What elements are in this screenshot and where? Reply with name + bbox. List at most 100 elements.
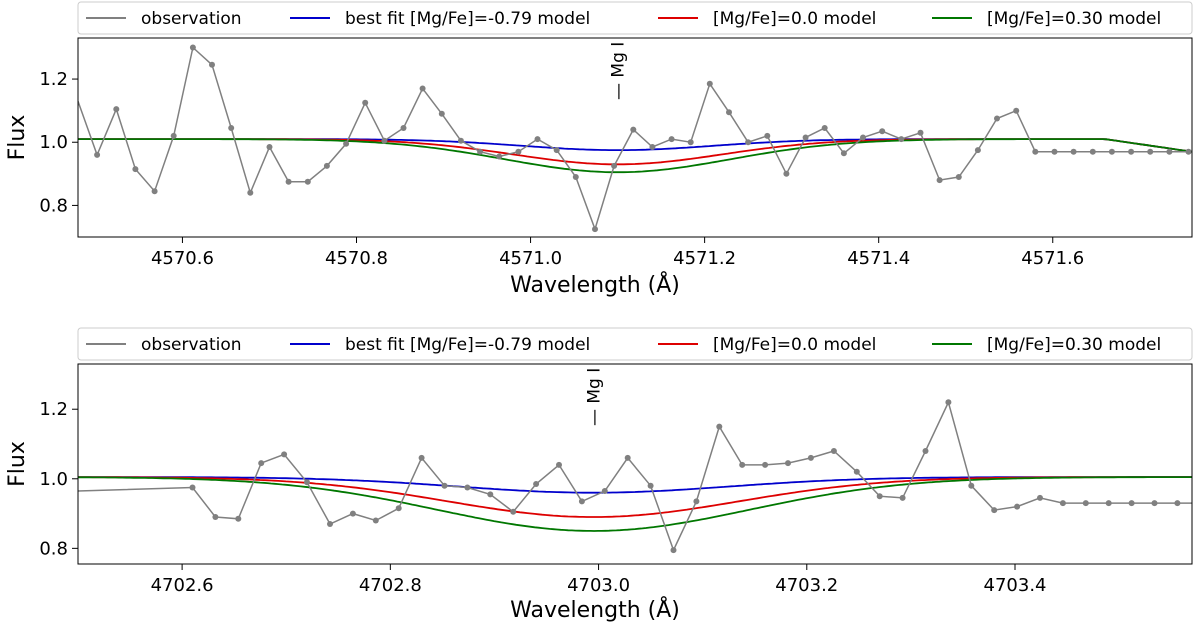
observation-point bbox=[647, 482, 654, 489]
observation-point bbox=[1128, 500, 1135, 507]
observation-point bbox=[235, 515, 242, 522]
observation-point bbox=[151, 188, 158, 195]
observation-point bbox=[327, 521, 333, 527]
observation-point bbox=[477, 148, 484, 155]
observation-point bbox=[879, 128, 886, 135]
observation-point bbox=[170, 132, 177, 139]
observation-point bbox=[762, 461, 769, 468]
y-tick-label: 1.2 bbox=[39, 69, 68, 90]
line-annotation: — Mg I bbox=[584, 368, 604, 426]
observation-point bbox=[1037, 494, 1043, 501]
observation-point bbox=[611, 162, 618, 169]
observation-point bbox=[764, 132, 771, 139]
observation-line bbox=[78, 400, 1192, 553]
observation-point bbox=[578, 498, 585, 505]
observation-point bbox=[132, 166, 139, 173]
observation-point bbox=[955, 174, 962, 180]
model-line-2 bbox=[78, 138, 1192, 166]
observation-point bbox=[1013, 107, 1020, 114]
observation-point bbox=[898, 136, 905, 143]
observation-point bbox=[693, 498, 700, 505]
observation-point bbox=[1105, 500, 1112, 507]
observation-point bbox=[917, 129, 924, 136]
observation-point bbox=[1082, 500, 1089, 507]
observation-point bbox=[1147, 148, 1154, 155]
observation-point bbox=[349, 510, 356, 517]
observation-point bbox=[113, 106, 120, 113]
observation-point bbox=[362, 99, 369, 106]
observation-point bbox=[343, 140, 350, 147]
observation-point bbox=[441, 482, 448, 489]
legend-label: [Mg/Fe]=0.0 model bbox=[713, 9, 876, 29]
legend-label: [Mg/Fe]=0.30 model bbox=[987, 9, 1161, 29]
observation-point bbox=[1089, 148, 1096, 155]
x-axis-label: Wavelength (Å) bbox=[510, 596, 680, 623]
observation-point bbox=[515, 148, 522, 155]
legend-label: best fit [Mg/Fe]=-0.79 model bbox=[345, 9, 590, 29]
model-line-1 bbox=[78, 138, 1192, 153]
observation-point bbox=[968, 482, 975, 489]
observation-point bbox=[400, 125, 407, 131]
observation-point bbox=[840, 150, 847, 157]
x-tick-label: 4571.6 bbox=[1021, 248, 1084, 269]
observation-point bbox=[438, 110, 445, 117]
observation-point bbox=[496, 153, 503, 160]
legend-label: [Mg/Fe]=0.30 model bbox=[987, 335, 1161, 355]
observation-point bbox=[630, 126, 637, 133]
observation-point bbox=[974, 147, 981, 154]
chart-panel-2: 4702.6 4702.8 4703.0 4703.2 4703.4 0.8 1.0 1.2 W… bbox=[5, 327, 1193, 623]
observation-point bbox=[372, 517, 379, 524]
legend-label: observation bbox=[141, 9, 242, 29]
observation-point bbox=[830, 448, 837, 454]
observation-point bbox=[228, 125, 235, 131]
observation-point bbox=[419, 85, 426, 92]
x-tick-label: 4570.6 bbox=[151, 248, 214, 269]
y-tick-label: 1.2 bbox=[39, 399, 68, 420]
legend: observation best fit [Mg/Fe]=-0.79 model [… bbox=[77, 1, 1193, 35]
observation-point bbox=[487, 491, 494, 498]
x-tick-label: 4571.2 bbox=[673, 248, 736, 269]
observation-point bbox=[592, 226, 598, 233]
observation-point bbox=[1059, 500, 1066, 507]
observation-point bbox=[189, 44, 196, 51]
observation-point bbox=[876, 493, 883, 500]
observation-point bbox=[189, 484, 196, 491]
y-tick-label: 1.0 bbox=[39, 132, 68, 153]
observation-point bbox=[281, 451, 288, 458]
observation-point bbox=[572, 174, 579, 180]
model-line-2 bbox=[78, 476, 1192, 518]
observation-point bbox=[745, 139, 752, 146]
observation-point bbox=[1151, 500, 1158, 507]
observation-point bbox=[94, 151, 101, 158]
observation-point bbox=[381, 137, 388, 144]
observation-point bbox=[687, 139, 694, 146]
x-tick-label: 4571.4 bbox=[847, 248, 910, 269]
legend-label: [Mg/Fe]=0.0 model bbox=[713, 335, 876, 355]
observation-point bbox=[1185, 148, 1192, 155]
observation-point bbox=[860, 134, 866, 141]
legend-box bbox=[77, 1, 1193, 35]
model-line-3 bbox=[78, 476, 1192, 532]
legend: observation best fit [Mg/Fe]=-0.79 model [… bbox=[77, 327, 1193, 361]
legend-label: observation bbox=[141, 335, 242, 355]
plot-frame bbox=[77, 37, 1193, 238]
line-annotation: — Mg I bbox=[609, 42, 629, 100]
observation-point bbox=[936, 177, 943, 184]
observation-point bbox=[899, 494, 906, 501]
observation-point bbox=[395, 505, 402, 512]
observation-point bbox=[1128, 148, 1135, 155]
x-tick-label: 4703.0 bbox=[567, 575, 630, 596]
observation-point bbox=[212, 514, 219, 520]
observation-point bbox=[304, 178, 311, 185]
observation-point bbox=[510, 508, 517, 515]
observation-point bbox=[285, 178, 292, 185]
observation-point bbox=[464, 484, 471, 491]
observation-point bbox=[247, 189, 254, 196]
observation-point bbox=[418, 454, 425, 461]
observation-point bbox=[304, 479, 310, 486]
observation-point bbox=[821, 125, 828, 131]
observation-point bbox=[624, 454, 631, 461]
y-axis-label: Flux bbox=[5, 115, 30, 161]
observation-point bbox=[716, 423, 723, 430]
observation-point bbox=[1174, 500, 1181, 507]
